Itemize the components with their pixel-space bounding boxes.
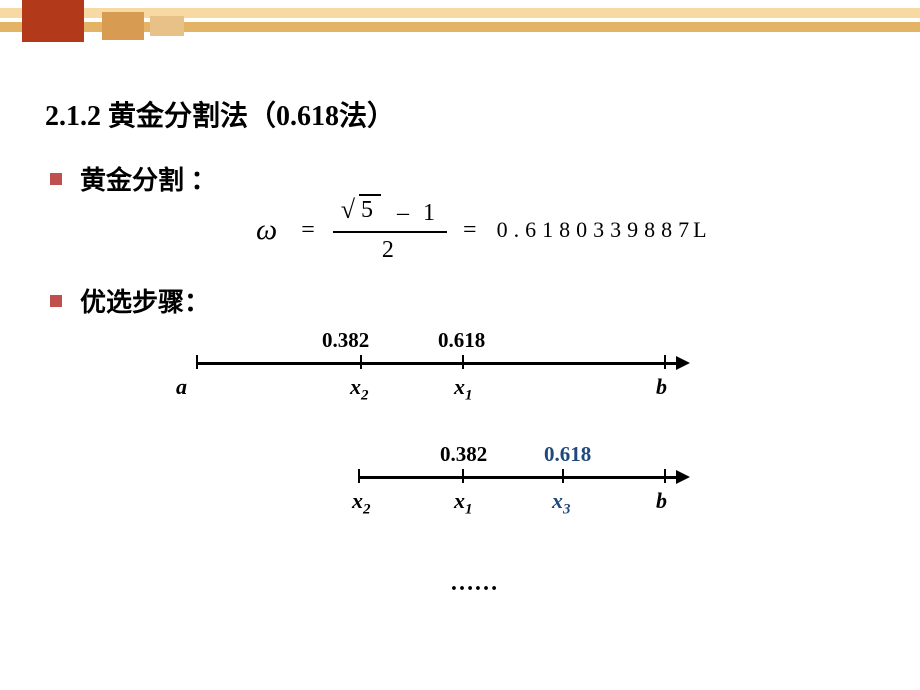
omega-symbol: ω bbox=[256, 213, 277, 247]
bullet-text-1: 黄金分割 ： bbox=[80, 160, 217, 197]
tick bbox=[664, 355, 666, 369]
trailing-letter: L bbox=[693, 217, 712, 243]
radical-icon: √ bbox=[341, 197, 359, 223]
arrow-2 bbox=[676, 470, 690, 484]
label-x3: x3 bbox=[552, 488, 571, 518]
top-block-2 bbox=[102, 12, 144, 40]
label-b-2: b bbox=[656, 488, 667, 514]
bullet-row-golden-ratio: 黄金分割 ： bbox=[50, 160, 217, 197]
label-a: a bbox=[176, 374, 187, 400]
top-block-1 bbox=[22, 0, 84, 42]
equals-1: = bbox=[301, 217, 317, 244]
label-b-1: b bbox=[656, 374, 667, 400]
top-block-3 bbox=[150, 16, 184, 36]
tick bbox=[562, 469, 564, 483]
tick bbox=[462, 469, 464, 483]
tick bbox=[358, 469, 360, 483]
bullet-icon bbox=[50, 295, 62, 307]
label-x2-1: x2 bbox=[350, 374, 369, 404]
tick bbox=[360, 355, 362, 369]
label-0618-top2: 0.618 bbox=[544, 442, 591, 467]
sqrt-arg: 5 bbox=[359, 194, 381, 225]
label-0382-top2: 0.382 bbox=[440, 442, 487, 467]
fraction: √ 5 – 1 2 bbox=[333, 192, 447, 268]
tick bbox=[664, 469, 666, 483]
label-0382-top1: 0.382 bbox=[322, 328, 369, 353]
denominator: 2 bbox=[374, 233, 406, 268]
minus-one: – 1 bbox=[397, 200, 439, 226]
label-x1-2: x1 bbox=[454, 488, 473, 518]
bullet-text-2: 优选步骤： bbox=[80, 282, 210, 319]
tick bbox=[196, 355, 198, 369]
line-2 bbox=[358, 476, 678, 479]
line-1 bbox=[196, 362, 678, 365]
tick bbox=[462, 355, 464, 369]
arrow-1 bbox=[676, 356, 690, 370]
sqrt: √ 5 bbox=[341, 194, 381, 225]
label-x2-2: x2 bbox=[352, 488, 371, 518]
equals-2: = bbox=[463, 217, 479, 244]
slide-top-decoration bbox=[0, 0, 920, 46]
label-0618-top1: 0.618 bbox=[438, 328, 485, 353]
bullet-row-steps: 优选步骤： bbox=[50, 282, 210, 319]
bullet-icon bbox=[50, 173, 62, 185]
label-x1-1: x1 bbox=[454, 374, 473, 404]
section-heading: 2.1.2 黄金分割法（0.618法） bbox=[45, 94, 395, 134]
ellipsis: …… bbox=[450, 570, 498, 597]
golden-ratio-value: 0.6180339887 bbox=[497, 217, 696, 243]
golden-ratio-formula: ω = √ 5 – 1 2 = 0.6180339887 L bbox=[256, 192, 713, 268]
numerator: √ 5 – 1 bbox=[333, 192, 447, 231]
